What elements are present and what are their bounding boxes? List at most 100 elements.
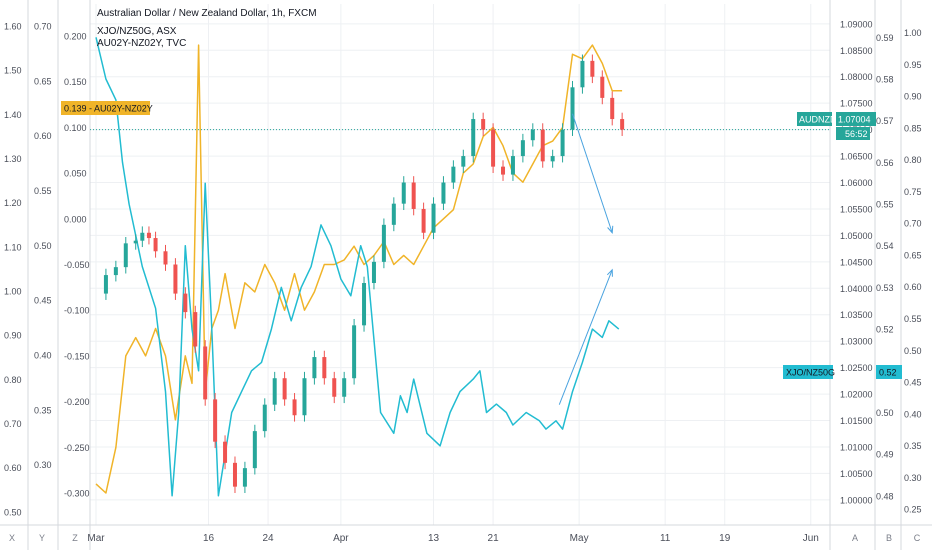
xjo-value: 0.52 xyxy=(879,368,897,378)
outer-right-tick-label: 0.60 xyxy=(904,282,922,292)
x-tick-label: Mar xyxy=(87,533,105,544)
left-tick-label: 0.60 xyxy=(34,131,52,141)
forecast-arrow-line xyxy=(558,269,613,405)
axis-mode-button[interactable]: Z xyxy=(72,533,78,543)
far-left-tick-label: 0.60 xyxy=(4,463,22,473)
inner-right-tick-label: 1.05000 xyxy=(840,231,873,241)
inner-left-tick-label: -0.050 xyxy=(64,260,90,270)
outer-right-tick-label: 0.50 xyxy=(904,346,922,356)
x-tick-label: 19 xyxy=(719,533,731,544)
candle-body xyxy=(441,182,446,204)
legend: Australian Dollar / New Zealand Dollar, … xyxy=(97,8,317,49)
far-left-tick-label: 1.30 xyxy=(4,154,22,164)
left-tick-label: 0.45 xyxy=(34,296,52,306)
legend-audnzd[interactable]: Australian Dollar / New Zealand Dollar, … xyxy=(97,8,317,19)
outer-right-tick-label: 0.55 xyxy=(904,314,922,324)
far-left-tick-label: 0.70 xyxy=(4,419,22,429)
candle-body xyxy=(352,325,357,379)
candle-body xyxy=(530,129,535,141)
candle-body xyxy=(252,431,257,469)
spread-series-line xyxy=(95,44,623,494)
series-layer xyxy=(90,37,830,497)
candle-body xyxy=(262,404,267,432)
candle-body xyxy=(223,441,228,463)
mid-right-tick-label: 0.55 xyxy=(876,200,894,210)
outer-right-tick-label: 0.90 xyxy=(904,92,922,102)
candle-body xyxy=(491,129,496,167)
x-tick-label: 13 xyxy=(428,533,440,544)
candle-body xyxy=(140,232,145,241)
axis-mode-button[interactable]: A xyxy=(852,533,858,543)
candle-body xyxy=(242,468,247,487)
candle-body xyxy=(421,208,426,233)
outer-right-tick-label: 1.00 xyxy=(904,28,922,38)
left-tick-label: 0.65 xyxy=(34,76,52,86)
candle-body xyxy=(501,166,506,175)
xjo-series-line xyxy=(95,37,620,497)
audnzd-label-bg xyxy=(797,112,832,126)
left-tick-label: 0.35 xyxy=(34,405,52,415)
forecast-arrow-head xyxy=(607,225,614,234)
audnzd-price: 1.07004 xyxy=(838,115,871,125)
candle-body xyxy=(401,182,406,204)
far-left-tick-label: 1.50 xyxy=(4,66,22,76)
far-left-tick-label: 0.90 xyxy=(4,331,22,341)
candle-body xyxy=(362,283,367,326)
candle-body xyxy=(332,378,337,397)
legend-spread[interactable]: AU02Y-NZ02Y, TVC xyxy=(97,38,186,49)
outer-right-tick-label: 0.95 xyxy=(904,60,922,70)
x-tick-label: Apr xyxy=(333,533,349,544)
candle-body xyxy=(520,140,525,157)
candle-body xyxy=(113,267,118,276)
inner-left-tick-label: -0.200 xyxy=(64,397,90,407)
candle-body xyxy=(471,119,476,157)
xjo-label-bg xyxy=(783,365,833,379)
candle-body xyxy=(610,97,615,120)
candle-body xyxy=(590,60,595,77)
axis-mode-button[interactable]: X xyxy=(9,533,15,543)
legend-xjo[interactable]: XJO/NZ50G, ASX xyxy=(97,26,177,37)
inner-right-tick-label: 1.03000 xyxy=(840,337,873,347)
far-left-tick-label: 0.50 xyxy=(4,507,22,517)
inner-left-tick-label: -0.300 xyxy=(64,489,90,499)
axis-mode-button[interactable]: B xyxy=(886,533,892,543)
candle-body xyxy=(103,275,108,294)
candle-body xyxy=(173,264,178,294)
candle-body xyxy=(123,243,128,268)
candle-body xyxy=(540,129,545,162)
inner-left-tick-label: 0.050 xyxy=(64,169,87,179)
mid-right-tick-label: 0.52 xyxy=(876,325,894,335)
inner-right-tick-label: 1.00000 xyxy=(840,495,873,505)
xjo-value-bg xyxy=(876,365,902,379)
inner-right-tick-label: 1.05500 xyxy=(840,204,873,214)
axis-mode-button[interactable]: Y xyxy=(39,533,45,543)
candle-body xyxy=(381,224,386,262)
inner-left-tick-label: 0.000 xyxy=(64,214,87,224)
inner-right-tick-label: 1.02500 xyxy=(840,363,873,373)
inner-left-tick-label: 0.200 xyxy=(64,31,87,41)
mid-right-tick-label: 0.59 xyxy=(876,33,894,43)
outer-right-tick-label: 0.70 xyxy=(904,219,922,229)
inner-right-tick-label: 1.02000 xyxy=(840,390,873,400)
left-tick-label: 0.50 xyxy=(34,241,52,251)
forecast-arrow-line xyxy=(572,113,613,233)
inner-left-tick-label: -0.250 xyxy=(64,443,90,453)
outer-right-tick-label: 0.40 xyxy=(904,409,922,419)
mid-right-tick-label: 0.54 xyxy=(876,241,894,251)
outer-right-tick-label: 0.85 xyxy=(904,123,922,133)
x-tick-label: 11 xyxy=(660,533,671,544)
candle-body xyxy=(342,378,347,397)
spread-badge-bg xyxy=(61,101,150,115)
axis-mode-button[interactable]: C xyxy=(914,533,921,543)
left-tick-label: 0.40 xyxy=(34,350,52,360)
far-left-tick-label: 1.10 xyxy=(4,242,22,252)
spread-value-badge: 0.139 - AU02Y-NZ02Y xyxy=(61,101,153,115)
far-left-tick-label: 1.00 xyxy=(4,286,22,296)
mid-right-tick-label: 0.50 xyxy=(876,408,894,418)
x-tick-label: 24 xyxy=(263,533,275,544)
candle-body xyxy=(411,182,416,209)
mid-right-tick-label: 0.53 xyxy=(876,283,894,293)
candle-body xyxy=(203,346,208,400)
